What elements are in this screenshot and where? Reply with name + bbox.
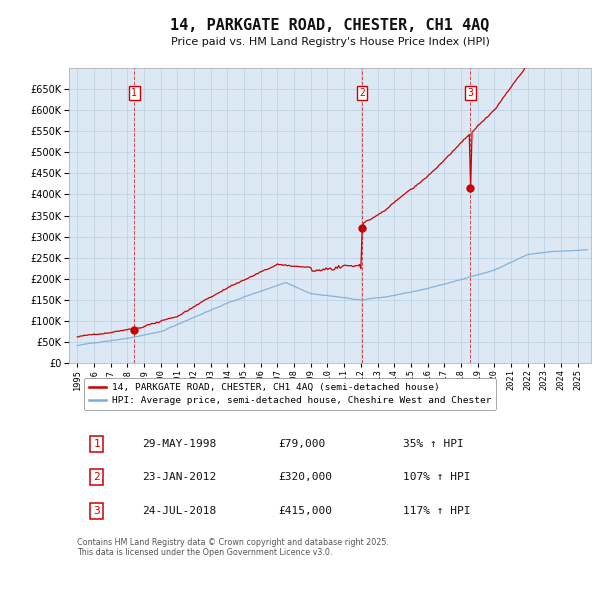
Text: Contains HM Land Registry data © Crown copyright and database right 2025.
This d: Contains HM Land Registry data © Crown c… xyxy=(77,538,389,557)
Text: 3: 3 xyxy=(93,506,100,516)
Text: 2: 2 xyxy=(359,88,365,98)
Text: 2: 2 xyxy=(93,472,100,482)
Text: Price paid vs. HM Land Registry's House Price Index (HPI): Price paid vs. HM Land Registry's House … xyxy=(170,38,490,47)
Text: £320,000: £320,000 xyxy=(278,472,332,482)
Text: 23-JAN-2012: 23-JAN-2012 xyxy=(142,472,217,482)
Text: 24-JUL-2018: 24-JUL-2018 xyxy=(142,506,217,516)
Legend: 14, PARKGATE ROAD, CHESTER, CH1 4AQ (semi-detached house), HPI: Average price, s: 14, PARKGATE ROAD, CHESTER, CH1 4AQ (sem… xyxy=(84,378,496,410)
Text: £79,000: £79,000 xyxy=(278,438,325,448)
Text: 1: 1 xyxy=(93,438,100,448)
Text: 35% ↑ HPI: 35% ↑ HPI xyxy=(403,438,464,448)
Text: 29-MAY-1998: 29-MAY-1998 xyxy=(142,438,217,448)
Text: 117% ↑ HPI: 117% ↑ HPI xyxy=(403,506,470,516)
Text: 1: 1 xyxy=(131,88,137,98)
Text: 107% ↑ HPI: 107% ↑ HPI xyxy=(403,472,470,482)
Text: £415,000: £415,000 xyxy=(278,506,332,516)
Text: 3: 3 xyxy=(467,88,473,98)
Text: 14, PARKGATE ROAD, CHESTER, CH1 4AQ: 14, PARKGATE ROAD, CHESTER, CH1 4AQ xyxy=(170,18,490,33)
